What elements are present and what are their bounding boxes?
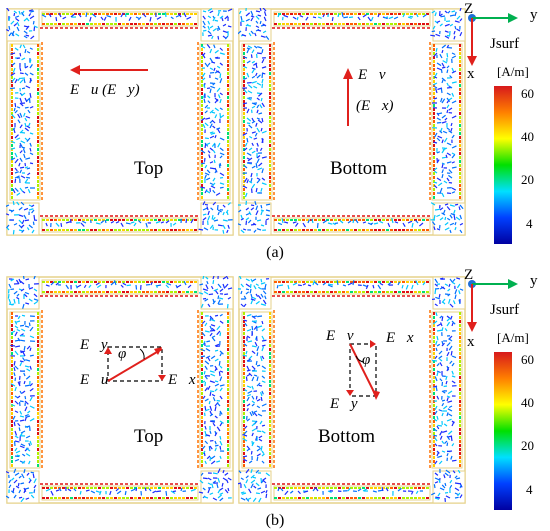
legend-tick-b-60: 60 bbox=[521, 352, 534, 367]
colorbar-b bbox=[494, 352, 512, 510]
panel-a-top bbox=[6, 8, 234, 236]
panel-a-bottom bbox=[238, 8, 466, 236]
b-bottom-label-ex: E⃗x bbox=[386, 330, 414, 346]
legend-title-a: Jsurf bbox=[490, 36, 520, 52]
panel-a-top-vector-label: E⃗u (E⃗y) bbox=[70, 82, 140, 98]
axes-triad-icon-b bbox=[467, 279, 518, 332]
legend-tick-a-4: 4 bbox=[526, 216, 533, 231]
axis-z-label-a: Z bbox=[464, 1, 474, 17]
legend-tick-a-40: 40 bbox=[521, 129, 534, 144]
panel-b-top-title: Top bbox=[134, 426, 164, 447]
axis-x-label-b: x bbox=[467, 334, 475, 350]
panel-a-bottom-vector-label-1: E⃗v bbox=[358, 67, 386, 83]
panel-b-bottom-title: Bottom bbox=[318, 426, 376, 447]
e-v-arrow-icon bbox=[343, 68, 353, 126]
axes-triad-icon-a bbox=[467, 13, 518, 66]
legend-tick-b-4: 4 bbox=[526, 482, 533, 497]
phi-diagram-top-icon bbox=[104, 346, 166, 382]
current-map-b-top bbox=[6, 276, 234, 504]
axis-y-label-a: y bbox=[530, 7, 538, 23]
legend-tick-b-40: 40 bbox=[521, 395, 534, 410]
axis-y-label-b: y bbox=[530, 273, 538, 289]
subfigure-b-label: (b) bbox=[265, 512, 285, 529]
legend-unit-b: [A/m] bbox=[497, 330, 529, 345]
panel-b-top bbox=[6, 276, 234, 504]
legend-tick-b-20: 20 bbox=[521, 438, 534, 453]
legend-unit-a: [A/m] bbox=[497, 64, 529, 79]
panel-a-bottom-title: Bottom bbox=[330, 158, 388, 179]
b-bottom-label-ev: E⃗v bbox=[326, 328, 354, 344]
legend-tick-a-60: 60 bbox=[521, 86, 534, 101]
colorbar-a bbox=[494, 86, 512, 244]
legend-tick-a-20: 20 bbox=[521, 172, 534, 187]
panel-a-bottom-vector-label-2: (E⃗x) bbox=[356, 98, 394, 114]
b-bottom-label-ey: E⃗y bbox=[330, 396, 358, 412]
b-top-label-eu: E⃗u bbox=[80, 372, 109, 388]
current-map-a-top bbox=[6, 8, 234, 236]
b-top-label-phi: φ bbox=[118, 346, 127, 362]
e-u-arrow-icon bbox=[70, 65, 148, 75]
current-map-b-bottom bbox=[238, 276, 466, 504]
axis-x-label-a: x bbox=[467, 66, 475, 82]
phi-diagram-bottom-icon bbox=[346, 340, 380, 400]
b-top-label-ex: E⃗x bbox=[168, 372, 196, 388]
b-top-label-ey: E⃗y bbox=[80, 337, 108, 353]
panel-a-top-title: Top bbox=[134, 158, 164, 179]
current-map-a-bottom bbox=[238, 8, 466, 236]
subfigure-a-label: (a) bbox=[266, 244, 284, 261]
axis-z-label-b: Z bbox=[464, 267, 474, 283]
legend-title-b: Jsurf bbox=[490, 302, 520, 318]
b-bottom-label-phi: φ bbox=[362, 352, 371, 368]
